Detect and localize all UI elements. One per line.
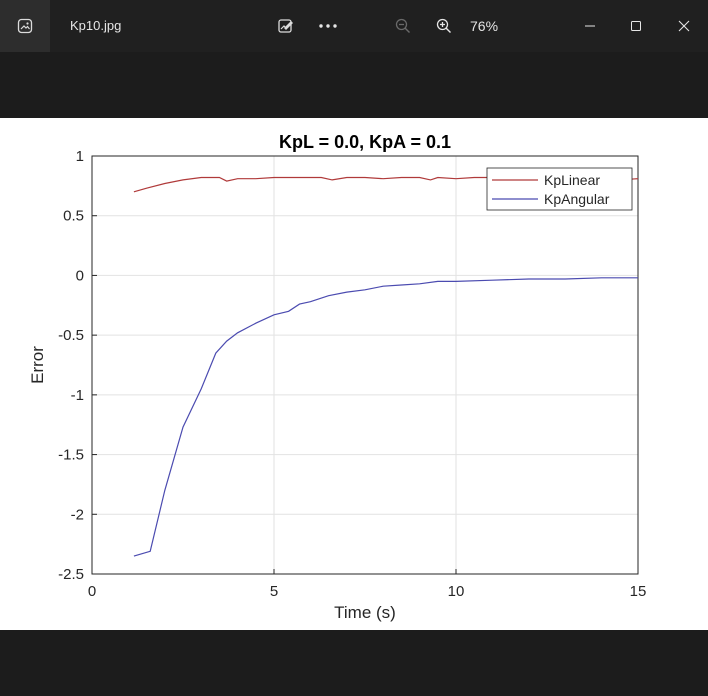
- x-tick-label: 5: [270, 583, 278, 600]
- plot-area: [91, 155, 639, 575]
- y-tick-label: 0: [76, 267, 84, 284]
- x-tick-label: 15: [630, 583, 647, 600]
- more-options-icon[interactable]: [316, 14, 340, 38]
- zoom-out-icon[interactable]: [393, 14, 413, 38]
- zoom-level: 76%: [470, 18, 499, 34]
- y-axis-label: Error: [28, 346, 47, 384]
- legend-box: [486, 167, 633, 211]
- axis-ticks: 0 5 10 15 1 0.5 0 -0.5 -1 -1.5 -2 -2.5: [58, 148, 646, 600]
- file-name: Kp10.jpg: [70, 18, 122, 33]
- x-tick-label: 0: [88, 583, 96, 600]
- y-tick-label: 1: [76, 148, 84, 165]
- image-canvas[interactable]: 0 5 10 15 1 0.5 0 -0.5 -1 -1.5 -2 -2.5 KpL = 0.0, K…: [0, 118, 708, 630]
- chart-title: KpL = 0.0, KpA = 0.1: [279, 132, 451, 152]
- y-tick-label: -0.5: [58, 327, 84, 344]
- y-tick-label: -2.5: [58, 566, 84, 583]
- photos-app-icon[interactable]: [0, 0, 50, 52]
- x-axis-label: Time (s): [334, 603, 396, 622]
- grid-lines: [91, 155, 639, 575]
- y-tick-label: -1.5: [58, 447, 84, 464]
- y-tick-label: 0.5: [63, 208, 84, 225]
- legend-label-kplinear: KpLinear: [544, 172, 600, 188]
- edit-image-icon[interactable]: [276, 14, 296, 38]
- y-tick-label: -1: [71, 387, 84, 404]
- series-line-kpangular: [133, 277, 638, 557]
- series-lines: [133, 176, 639, 557]
- close-icon[interactable]: [674, 14, 694, 38]
- x-tick-label: 10: [448, 583, 465, 600]
- legend: KpLinear KpAngular: [486, 167, 633, 211]
- title-bar: Kp10.jpg 76%: [0, 0, 708, 52]
- zoom-in-icon[interactable]: [434, 14, 454, 38]
- line-chart: 0 5 10 15 1 0.5 0 -0.5 -1 -1.5 -2 -2.5 KpL = 0.0, K…: [28, 132, 646, 622]
- minimize-icon[interactable]: [580, 14, 600, 38]
- viewer-background-top: [0, 52, 708, 118]
- viewer-background-bottom: [0, 630, 708, 696]
- y-tick-label: -2: [71, 506, 84, 523]
- maximize-icon[interactable]: [626, 14, 646, 38]
- legend-label-kpangular: KpAngular: [544, 191, 610, 207]
